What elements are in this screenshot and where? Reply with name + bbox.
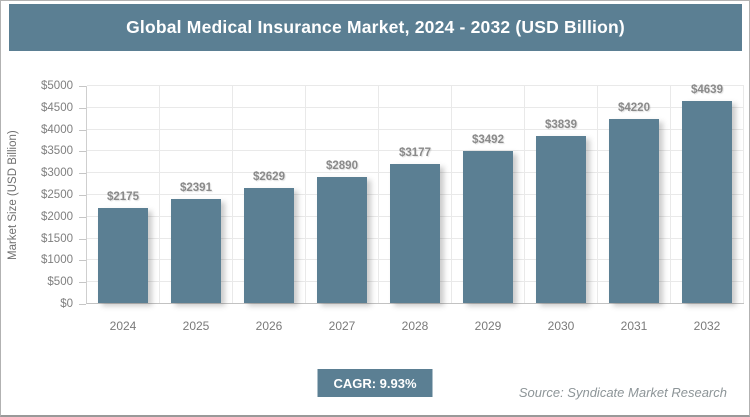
x-tick-label: 2025 [182,319,210,333]
chart-title: Global Medical Insurance Market, 2024 - … [126,17,625,37]
y-tick-label: $4000 [41,123,73,136]
x-tick-label: 2028 [401,319,429,333]
y-tick-mark [79,238,86,240]
bar-value-label: $2391 [180,182,212,194]
h-gridline [87,150,744,152]
category-column: $2391 2025 [160,86,233,333]
y-tick-mark [79,260,86,262]
y-tick-mark [79,195,86,196]
y-tick-label: $1000 [41,254,73,267]
y-tick-label: $500 [47,276,73,289]
bar-value-label: $2890 [326,160,358,172]
bar-value-label: $3492 [472,134,504,146]
bar-value-label: $2175 [107,191,139,203]
y-tick-mark [79,282,86,284]
plot-area: $2175 2024 $2391 2025 $2629 2026 $2890 2027 $317… [86,84,744,333]
x-tick-label: 2031 [620,319,648,333]
chart-title-bar: Global Medical Insurance Market, 2024 - … [9,4,742,51]
y-tick-label: $3500 [41,145,73,158]
bar-2031 [609,119,659,303]
bar-2026 [244,188,294,303]
y-tick-label: $3000 [41,167,73,180]
bar-2025 [171,199,221,303]
y-tick-mark [79,151,86,153]
y-tick-mark [79,304,86,305]
category-column: $4220 2031 [598,86,671,333]
category-column: $3839 2030 [525,86,598,333]
h-gridline [87,85,744,86]
y-tick-mark [79,216,86,218]
y-tick-label: $1500 [41,232,73,245]
x-tick-label: 2030 [547,319,575,333]
h-gridline [87,106,744,108]
bar-value-label: $4639 [691,84,723,96]
category-column: $2175 2024 [87,86,160,333]
x-tick-label: 2024 [109,319,137,333]
x-tick-label: 2027 [328,319,356,333]
source-credit: Source: Syndicate Market Research [518,385,727,400]
y-tick-mark [79,86,86,87]
bar-2024 [98,208,148,303]
bar-2027 [317,177,367,303]
y-tick-label: $0 [60,298,73,310]
category-column: $2890 2027 [306,86,379,333]
bar-2032 [682,101,732,303]
y-tick-label: $2000 [41,210,73,223]
bar-value-label: $3839 [545,119,577,131]
category-column: $2629 2026 [233,86,306,333]
y-tick-label: $4500 [41,101,73,114]
h-gridline [87,128,744,130]
category-column: $3492 2029 [452,86,525,333]
y-tick-label: $5000 [41,80,73,92]
cagr-badge: CAGR: 9.93% [317,369,433,397]
bar-2029 [463,151,513,303]
x-tick-label: 2029 [474,319,502,333]
y-tick-mark [79,107,86,109]
x-tick-label: 2026 [255,319,283,333]
y-tick-mark [79,129,86,131]
bar-2028 [390,164,440,303]
bar-value-label: $3177 [399,147,431,159]
y-axis: $0 $500 $1000 $1500 $2000 $2500 $3000 $3500 $400… [1,80,86,310]
category-column: $4639 2032 [671,84,744,333]
cagr-label: CAGR: 9.93% [333,375,417,391]
x-tick-label: 2032 [693,319,721,333]
y-tick-mark [79,173,86,175]
bar-value-label: $4220 [618,102,650,114]
category-column: $3177 2028 [379,86,452,333]
bar-value-label: $2629 [253,171,285,183]
bar-2030 [536,136,586,303]
y-tick-label: $2500 [41,189,73,201]
